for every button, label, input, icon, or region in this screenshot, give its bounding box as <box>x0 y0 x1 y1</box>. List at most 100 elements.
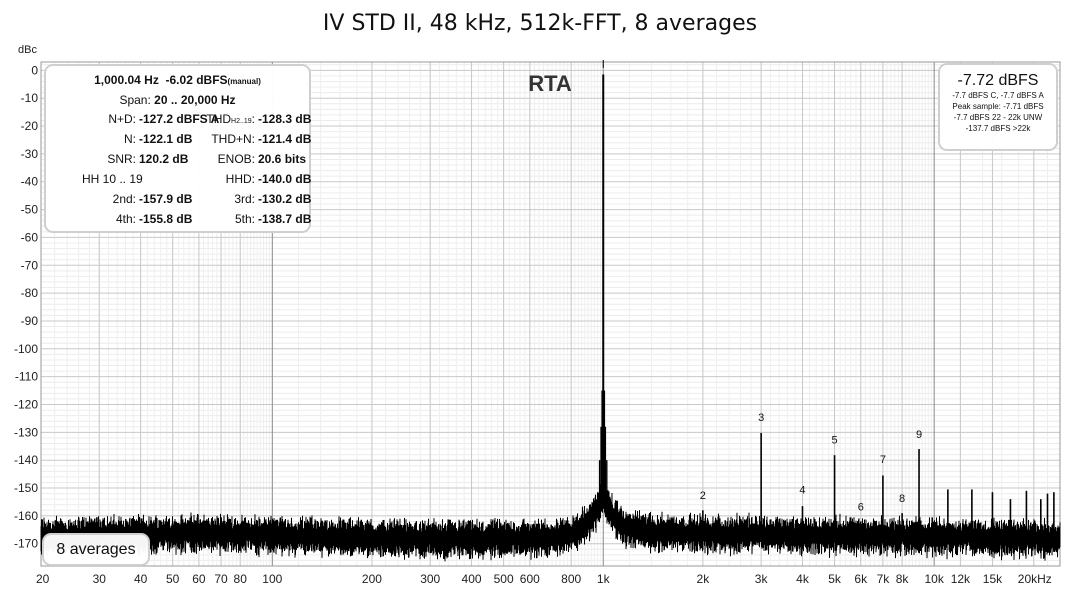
stat-row-snr: SNR: 120.2 dB ENOB: 20.6 bits <box>46 152 309 170</box>
span-label: Span: <box>119 93 151 107</box>
fundamental-line: 1,000.04 Hz -6.02 dBFS(manual) <box>46 73 309 87</box>
rta-label: RTA <box>528 71 572 96</box>
stat-row-n: N: -122.1 dB THD+N: -121.4 dB <box>46 132 312 150</box>
measurement-stats-panel: 1,000.04 Hz -6.02 dBFS(manual) Span: 20 … <box>44 64 311 233</box>
y-tick-label: -110 <box>15 370 38 384</box>
y-tick-label: -120 <box>14 397 38 411</box>
enob-label: ENOB: <box>217 152 255 166</box>
y-tick-label: 0 <box>31 63 38 77</box>
level-above-band: -137.7 dBFS >22k <box>965 124 1031 133</box>
harmonic-label: 6 <box>858 501 864 513</box>
thd-label-main: THD <box>206 112 232 126</box>
y-tick-label: -20 <box>21 119 39 133</box>
x-tick-label: 20kHz <box>1018 572 1052 586</box>
h5-value: -138.7 dB <box>258 212 312 226</box>
fundamental-frequency: 1,000.04 Hz <box>94 73 159 87</box>
y-tick-labels: 0 -10 -20 -30 -40 -50 -60 -70 -80 -90 -100 -110 -120… <box>14 63 38 550</box>
y-tick-label: -50 <box>21 203 39 217</box>
level-mode-note: (manual) <box>227 77 261 86</box>
plot-frame <box>40 61 1061 567</box>
x-tick-label: 400 <box>462 572 482 586</box>
y-tick-label: -90 <box>21 314 39 328</box>
fundamental-level: -6.02 dBFS <box>165 73 228 87</box>
stat-row-h2-h3: 2nd: -157.9 dB 3rd: -130.2 dB <box>46 192 312 210</box>
harmonic-label: 3 <box>758 412 764 424</box>
harmonic-labels: 2 3 4 5 6 7 8 9 <box>700 412 922 513</box>
harmonic-label: 2 <box>700 490 706 502</box>
x-tick-label: 200 <box>362 572 382 586</box>
stat-row-nd: N+D: -127.2 dBFS A THDH2..19: -128.3 dB <box>46 112 312 130</box>
x-tick-label: 30 <box>93 572 107 586</box>
y-tick-label: -160 <box>14 509 38 523</box>
thd-value: -128.3 dB <box>258 112 312 126</box>
x-tick-label: 60 <box>192 572 206 586</box>
thdn-label: THD+N: <box>211 132 255 146</box>
h5-label: 5th: <box>234 212 255 226</box>
hhd-value: -140.0 dB <box>258 172 312 186</box>
n-label: N: <box>124 132 136 146</box>
level-peak-sample: Peak sample: -7.71 dBFS <box>952 102 1044 111</box>
h2-label: 2nd: <box>112 192 136 206</box>
x-tick-label: 1k <box>597 572 611 586</box>
x-tick-label: 2k <box>697 572 711 586</box>
x-tick-label: 600 <box>520 572 540 586</box>
chart-title: IV STD II, 48 kHz, 512k-FFT, 8 averages <box>323 11 757 36</box>
harmonic-label: 8 <box>899 493 905 505</box>
y-tick-label: -170 <box>14 537 38 551</box>
h2-value: -157.9 dB <box>139 192 193 206</box>
harmonic-label: 4 <box>799 485 805 497</box>
thd-label-colon: : <box>251 112 255 126</box>
x-tick-label: 300 <box>420 572 440 586</box>
noise-floor-trace <box>40 482 1061 562</box>
x-tick-label: 50 <box>166 572 180 586</box>
harmonic-label: 7 <box>880 454 886 466</box>
snr-label: SNR: <box>107 152 136 166</box>
level-unweighted: -7.7 dBFS 22 - 22k UNW <box>953 113 1043 122</box>
stat-row-hh: HH 10 .. 19 HHD: -140.0 dB <box>46 172 312 190</box>
y-tick-label: -70 <box>21 258 39 272</box>
h4-label: 4th: <box>115 212 136 226</box>
x-tick-label: 12k <box>951 572 971 586</box>
x-tick-label: 20 <box>36 572 50 586</box>
x-tick-label: 6k <box>854 572 868 586</box>
y-tick-label: -10 <box>21 91 39 105</box>
thd-label-range: H2..19 <box>231 118 252 125</box>
h4-value: -155.8 dB <box>139 212 193 226</box>
x-tick-labels: 20 30 40 50 60 70 80 100 200 300 400 500 600 800 1k 2k 3… <box>36 572 1052 586</box>
x-tick-label: 7k <box>877 572 891 586</box>
y-tick-label: -30 <box>21 147 39 161</box>
harmonic-label: 9 <box>916 429 922 441</box>
level-meter-panel: -7.72 dBFS -7.7 dBFS C, -7.7 dBFS A Peak… <box>938 63 1058 151</box>
y-tick-label: -80 <box>21 286 39 300</box>
span-value: 20 .. 20,000 Hz <box>154 93 236 107</box>
x-tick-label: 5k <box>828 572 842 586</box>
plot-border <box>40 61 1061 567</box>
nd-label: N+D: <box>108 112 136 126</box>
hhd-label: HHD: <box>225 172 255 186</box>
enob-value: 20.6 bits <box>258 152 307 166</box>
level-meter-main: -7.72 dBFS <box>957 72 1039 89</box>
stat-row-h4-h5: 4th: -155.8 dB 5th: -138.7 dB <box>46 212 312 230</box>
x-tick-label: 8k <box>896 572 910 586</box>
thdn-value: -121.4 dB <box>258 132 312 146</box>
hh-label: HH 10 .. 19 <box>82 172 143 186</box>
y-tick-label: -140 <box>14 453 38 467</box>
y-tick-label: -100 <box>14 342 38 356</box>
x-tick-label: 800 <box>561 572 581 586</box>
x-tick-label: 4k <box>796 572 810 586</box>
y-tick-label: -40 <box>21 175 39 189</box>
x-tick-label: 500 <box>494 572 514 586</box>
level-weighted: -7.7 dBFS C, -7.7 dBFS A <box>952 91 1044 100</box>
x-tick-label: 15k <box>983 572 1003 586</box>
x-tick-label: 3k <box>755 572 769 586</box>
x-tick-label: 40 <box>134 572 148 586</box>
span-line: Span: 20 .. 20,000 Hz <box>46 93 309 107</box>
x-tick-label: 80 <box>234 572 248 586</box>
harmonic-label: 5 <box>831 434 837 446</box>
x-tick-label: 70 <box>214 572 228 586</box>
y-tick-label: -150 <box>14 481 38 495</box>
y-tick-label: -60 <box>21 230 39 244</box>
h3-label: 3rd: <box>234 192 255 206</box>
y-axis-unit: dBc <box>18 44 37 56</box>
